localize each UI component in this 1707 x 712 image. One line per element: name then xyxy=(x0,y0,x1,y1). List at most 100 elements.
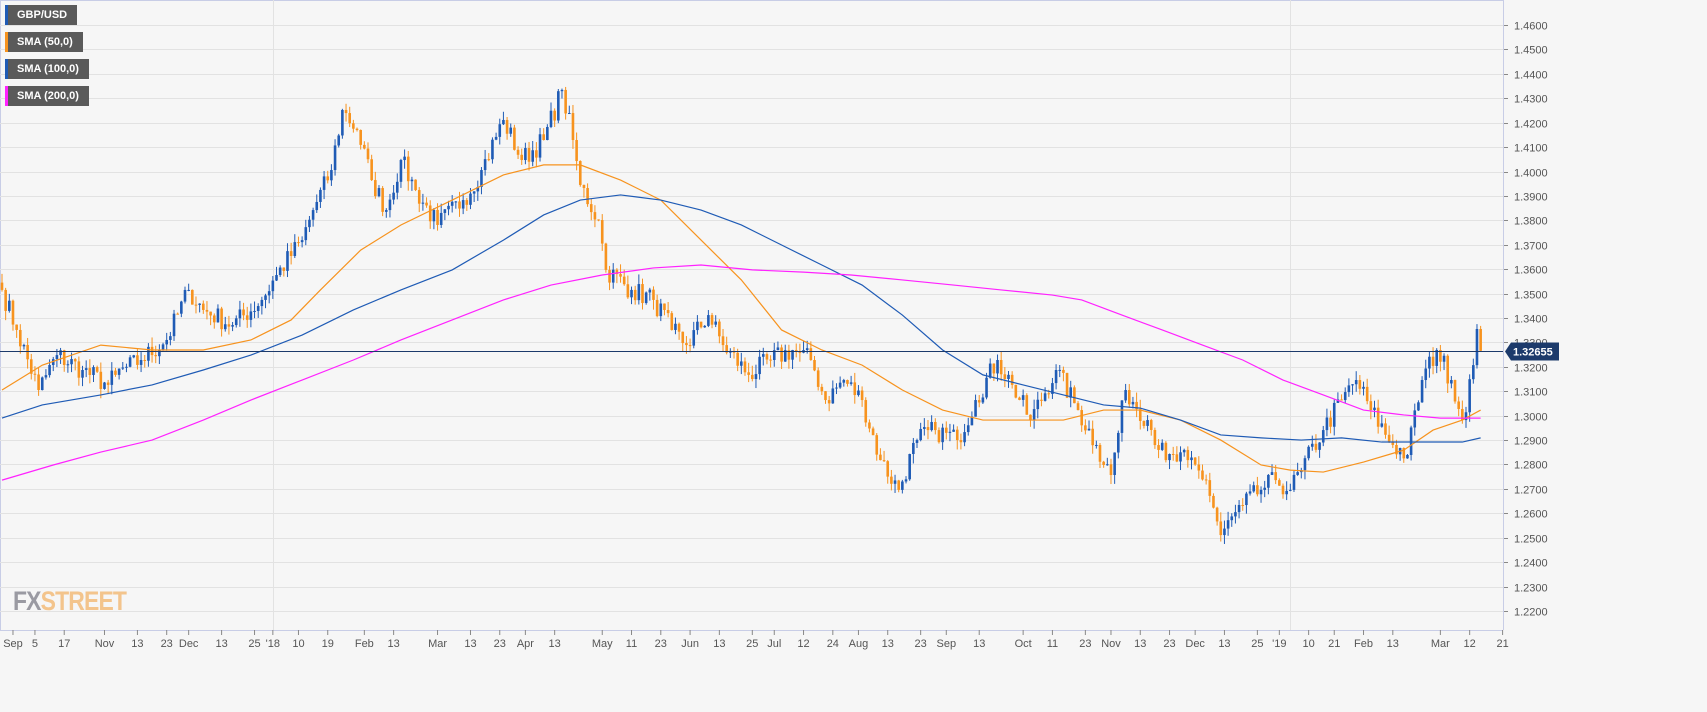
candle xyxy=(326,170,330,184)
plot-area xyxy=(0,0,1503,630)
candle-body xyxy=(685,343,688,346)
candle-body xyxy=(915,440,919,443)
candle xyxy=(447,200,450,216)
candle xyxy=(1007,371,1010,388)
candle xyxy=(915,438,919,448)
candle-body xyxy=(1424,368,1428,381)
candle-body xyxy=(974,400,977,417)
candle-body xyxy=(1223,528,1226,536)
candle xyxy=(860,386,864,407)
candle xyxy=(655,294,659,318)
candle-body xyxy=(641,284,644,304)
candle xyxy=(1453,379,1457,404)
candle xyxy=(1157,439,1160,459)
legend-label: SMA (200,0) xyxy=(8,86,89,106)
candle xyxy=(212,313,216,329)
candle xyxy=(11,299,15,331)
candle-body xyxy=(1274,472,1277,481)
candle-body xyxy=(827,400,831,404)
x-tick-label: 13 xyxy=(464,638,476,650)
candle xyxy=(1450,375,1453,389)
candle-body xyxy=(875,435,879,455)
candle-body xyxy=(1329,417,1332,427)
candle-body xyxy=(136,355,139,365)
candle xyxy=(1358,375,1362,395)
candle-body xyxy=(51,359,55,366)
candle xyxy=(955,426,959,450)
candle-body xyxy=(824,391,827,401)
candle xyxy=(710,312,714,329)
candle xyxy=(231,321,234,332)
candle-body xyxy=(1084,425,1087,431)
candle-body xyxy=(125,366,128,368)
candle-body xyxy=(1420,380,1424,403)
y-tick-label: 1.2300 xyxy=(1514,583,1548,595)
candle xyxy=(1329,410,1332,434)
candle-body xyxy=(1387,434,1391,442)
candle-body xyxy=(425,202,428,206)
candle-body xyxy=(1409,427,1413,455)
x-tick-label: 23 xyxy=(1079,638,1091,650)
legend-item-sma200[interactable]: SMA (200,0) xyxy=(5,86,89,106)
candle-body xyxy=(432,209,436,222)
x-tick-label: Mar xyxy=(1431,638,1450,650)
candle-body xyxy=(304,227,308,241)
x-tick-label: 11 xyxy=(626,638,637,650)
candle-body xyxy=(630,289,633,298)
candle xyxy=(410,176,414,191)
candle xyxy=(582,184,586,198)
candle xyxy=(95,365,99,373)
legend-item-sma100[interactable]: SMA (100,0) xyxy=(5,59,89,79)
candle xyxy=(66,360,70,373)
candle xyxy=(1380,414,1384,428)
x-tick-label: 13 xyxy=(1218,638,1230,650)
candle xyxy=(180,300,183,318)
candle-body xyxy=(838,382,842,388)
x-tick-label: 10 xyxy=(1302,638,1314,650)
candle-body xyxy=(1120,400,1124,433)
candle-body xyxy=(395,181,399,193)
candle xyxy=(1164,441,1168,463)
candle-body xyxy=(1267,474,1270,488)
candle-body xyxy=(333,145,337,171)
candle-body xyxy=(1336,399,1340,403)
x-tick-label: 5 xyxy=(32,638,38,650)
candle-body xyxy=(4,289,7,311)
candle xyxy=(1307,445,1310,461)
candle xyxy=(472,191,476,203)
candle-body xyxy=(538,134,542,158)
x-tick-label: May xyxy=(592,638,613,650)
candle xyxy=(740,352,743,375)
candle xyxy=(1406,454,1409,459)
candle xyxy=(615,268,619,284)
candle xyxy=(568,105,571,115)
legend-item-sma50[interactable]: SMA (50,0) xyxy=(5,32,89,52)
candle-body xyxy=(780,347,783,362)
candle xyxy=(227,315,231,335)
candle-body xyxy=(1127,390,1131,405)
candle xyxy=(425,197,428,208)
candle-body xyxy=(736,352,739,366)
candle xyxy=(198,303,201,313)
x-tick-label: 21 xyxy=(1496,638,1508,650)
candle-body xyxy=(692,330,696,346)
candle xyxy=(147,343,150,367)
candle xyxy=(1263,480,1266,498)
candle xyxy=(1420,376,1424,403)
candle-body xyxy=(1010,374,1014,385)
legend-item-gbpusd[interactable]: GBP/USD xyxy=(5,5,89,25)
candle-body xyxy=(776,347,780,351)
candle xyxy=(176,312,179,315)
candle-body xyxy=(999,359,1003,375)
x-tick-label: Feb xyxy=(355,638,374,650)
candle-body xyxy=(589,204,593,213)
candle-body xyxy=(1109,464,1113,475)
candle-body xyxy=(703,325,707,328)
candle-body xyxy=(44,375,48,378)
candle xyxy=(19,324,22,354)
candle xyxy=(1182,448,1186,457)
candle-body xyxy=(187,289,190,291)
candle xyxy=(1475,324,1479,369)
candle xyxy=(172,309,176,341)
candle-body xyxy=(1226,520,1230,529)
